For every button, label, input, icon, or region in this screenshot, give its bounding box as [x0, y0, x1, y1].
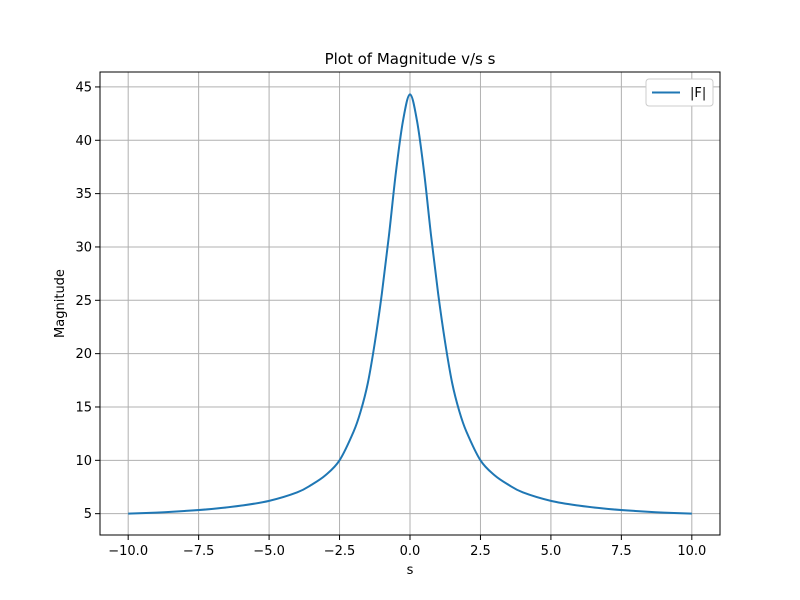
x-tick-label: −10.0 — [108, 544, 148, 559]
x-tick-label: −5.0 — [253, 544, 285, 559]
y-tick-label: 5 — [84, 507, 92, 522]
series-layer — [128, 93, 692, 515]
x-axis-label: s — [407, 563, 414, 578]
x-tick-label: 0.0 — [400, 544, 421, 559]
x-tick-label: 2.5 — [470, 544, 491, 559]
y-tick-label: 10 — [75, 454, 92, 469]
y-tick-label: 45 — [75, 80, 92, 95]
y-tick-label: 35 — [75, 187, 92, 202]
x-axis: −10.0 −7.5 −5.0 −2.5 0.0 2.5 5.0 7.5 10.0 — [108, 535, 706, 559]
series-line-magnitude — [128, 93, 692, 515]
chart-title: Plot of Magnitude v/s s — [325, 50, 496, 68]
x-tick-label: −2.5 — [324, 544, 356, 559]
x-tick-label: 10.0 — [677, 544, 706, 559]
x-tick-label: 5.0 — [541, 544, 562, 559]
y-axis: 5 10 15 20 25 30 35 40 45 — [75, 80, 100, 522]
x-tick-label: −7.5 — [183, 544, 215, 559]
grid — [100, 72, 720, 535]
y-tick-label: 30 — [75, 240, 92, 255]
legend: |F| — [645, 78, 714, 107]
y-axis-label: Magnitude — [53, 269, 68, 338]
y-tick-label: 15 — [75, 400, 92, 415]
y-tick-label: 20 — [75, 347, 92, 362]
y-tick-label: 25 — [75, 294, 92, 309]
legend-label: |F| — [690, 86, 706, 101]
x-tick-label: 7.5 — [611, 544, 632, 559]
y-tick-label: 40 — [75, 134, 92, 149]
